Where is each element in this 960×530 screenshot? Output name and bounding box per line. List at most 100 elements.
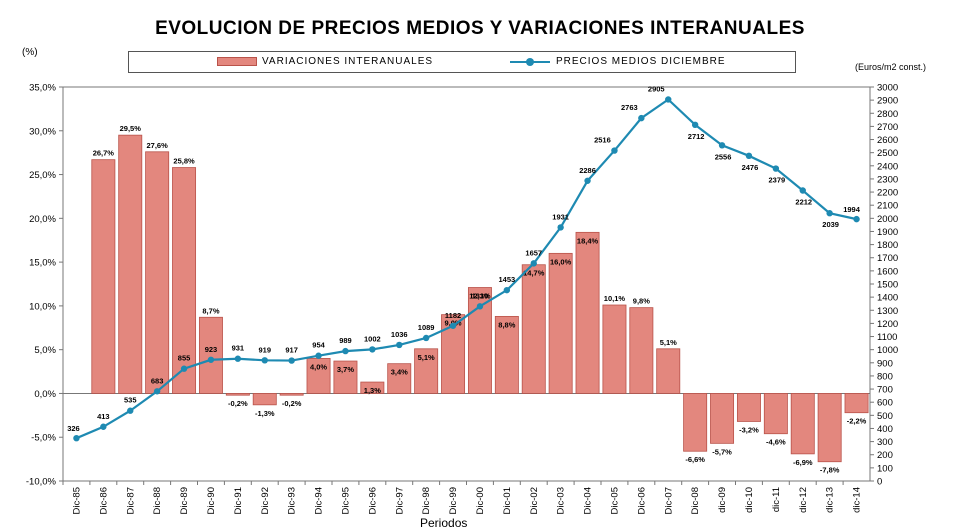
bar — [710, 393, 735, 444]
bar-label: 1,3% — [364, 386, 381, 395]
bar-label: 12,1% — [469, 292, 491, 301]
price-label: 1657 — [525, 248, 542, 257]
right-axis-tick-label: 1800 — [877, 240, 898, 251]
price-label: 923 — [205, 345, 218, 354]
bar — [575, 231, 600, 394]
right-axis-tick-label: 400 — [877, 424, 893, 435]
x-axis-tick-label: Dic-06 — [636, 487, 647, 514]
right-axis-tick-label: 2200 — [877, 188, 898, 199]
bar-label: 29,5% — [120, 124, 142, 133]
right-axis-tick-label: 1400 — [877, 293, 898, 304]
bar — [333, 360, 358, 394]
legend-label-precios: PRECIOS MEDIOS DICIEMBRE — [556, 56, 726, 67]
bar-label: 5,1% — [418, 353, 435, 362]
bar — [548, 252, 573, 394]
price-label: 2379 — [769, 176, 786, 185]
price-point — [449, 322, 457, 329]
bar — [790, 393, 815, 455]
left-axis-tick-label: 5,0% — [34, 345, 56, 356]
bar-label: -5,7% — [712, 447, 732, 456]
right-axis-tick-label: 3000 — [877, 83, 898, 94]
x-axis-tick-label: Dic-04 — [583, 487, 594, 514]
right-axis-tick-label: 1500 — [877, 280, 898, 291]
right-axis-tick-label: 1900 — [877, 227, 898, 238]
bar-label: -6,9% — [793, 458, 813, 467]
price-label: 683 — [151, 376, 164, 385]
bar — [494, 315, 519, 394]
x-axis-tick-label: Dic-92 — [260, 487, 271, 514]
x-axis-tick-label: dic-13 — [825, 487, 836, 513]
x-axis-tick-label: Dic-98 — [421, 487, 432, 514]
bar-label: -6,6% — [685, 455, 705, 464]
chart-title: EVOLUCION DE PRECIOS MEDIOS Y VARIACIONE… — [155, 18, 805, 39]
right-axis-tick-label: 2800 — [877, 109, 898, 120]
price-label: 917 — [285, 346, 298, 355]
left-axis-unit: (%) — [22, 47, 38, 58]
price-point — [207, 356, 215, 363]
right-axis-tick-label: 2700 — [877, 122, 898, 133]
right-axis-tick-label: 100 — [877, 463, 893, 474]
bar — [763, 393, 788, 435]
x-axis-tick-label: Dic-90 — [206, 487, 217, 514]
bar — [629, 307, 654, 394]
left-axis-tick-label: 10,0% — [29, 301, 56, 312]
x-axis-tick-label: Dic-95 — [340, 487, 351, 514]
price-label: 1089 — [418, 323, 435, 332]
x-axis-tick-label: dic-12 — [798, 487, 809, 513]
right-axis-tick-label: 2100 — [877, 201, 898, 212]
bar-label: -3,2% — [739, 425, 759, 434]
bar — [145, 151, 170, 394]
right-axis-unit: (Euros/m2 const.) — [855, 62, 927, 72]
x-axis-tick-label: Dic-08 — [690, 487, 701, 514]
bar — [602, 304, 627, 394]
legend-line-swatch — [510, 57, 550, 67]
price-point — [261, 357, 268, 364]
right-axis-tick-label: 500 — [877, 411, 893, 422]
x-axis-tick-label: Dic-93 — [287, 487, 298, 514]
x-axis-tick-label: dic-10 — [744, 487, 755, 513]
price-label: 2212 — [795, 197, 812, 206]
bar-label: -7,8% — [820, 466, 840, 475]
bar — [360, 381, 385, 394]
price-point — [100, 423, 107, 430]
price-point — [422, 334, 430, 342]
right-axis-tick-label: 600 — [877, 398, 893, 409]
left-axis-tick-label: 15,0% — [29, 258, 56, 269]
price-line — [76, 98, 857, 440]
right-axis-tick-label: 0 — [877, 477, 882, 488]
x-axis-tick-label: Dic-01 — [502, 487, 513, 514]
right-axis-tick-label: 2500 — [877, 148, 898, 159]
price-label: 931 — [232, 344, 245, 353]
x-axis-tick-label: Dic-96 — [367, 487, 378, 514]
price-label: 2516 — [594, 136, 611, 145]
price-label: 2039 — [822, 220, 839, 229]
bar-label: -1,3% — [255, 409, 275, 418]
bar — [736, 393, 761, 422]
chart-legend: VARIACIONES INTERANUALES PRECIOS MEDIOS … — [128, 51, 796, 73]
price-point — [745, 152, 753, 160]
bar — [467, 287, 492, 394]
right-axis-tick-label: 2300 — [877, 174, 898, 185]
bar — [225, 393, 250, 396]
bar — [441, 314, 466, 394]
x-axis-title: Periodos — [420, 516, 468, 530]
x-axis-tick-label: dic-11 — [771, 487, 782, 512]
price-point — [396, 341, 403, 349]
bar-label: 25,8% — [173, 157, 195, 166]
price-point — [638, 114, 645, 122]
price-point — [288, 357, 295, 364]
price-point — [315, 352, 322, 359]
right-axis-tick-label: 2000 — [877, 214, 898, 225]
right-axis-tick-label: 1600 — [877, 266, 898, 277]
legend-label-variaciones: VARIACIONES INTERANUALES — [262, 56, 434, 67]
bar — [817, 393, 842, 463]
bar-label: 3,4% — [391, 368, 408, 377]
bar-label: -0,2% — [282, 399, 302, 408]
bar-label: -2,2% — [847, 417, 867, 426]
price-point — [718, 142, 726, 149]
price-point — [476, 303, 484, 310]
price-label: 413 — [97, 412, 110, 421]
x-axis-tick-label: Dic-03 — [556, 487, 567, 514]
x-axis-tick-label: Dic-00 — [475, 487, 486, 514]
